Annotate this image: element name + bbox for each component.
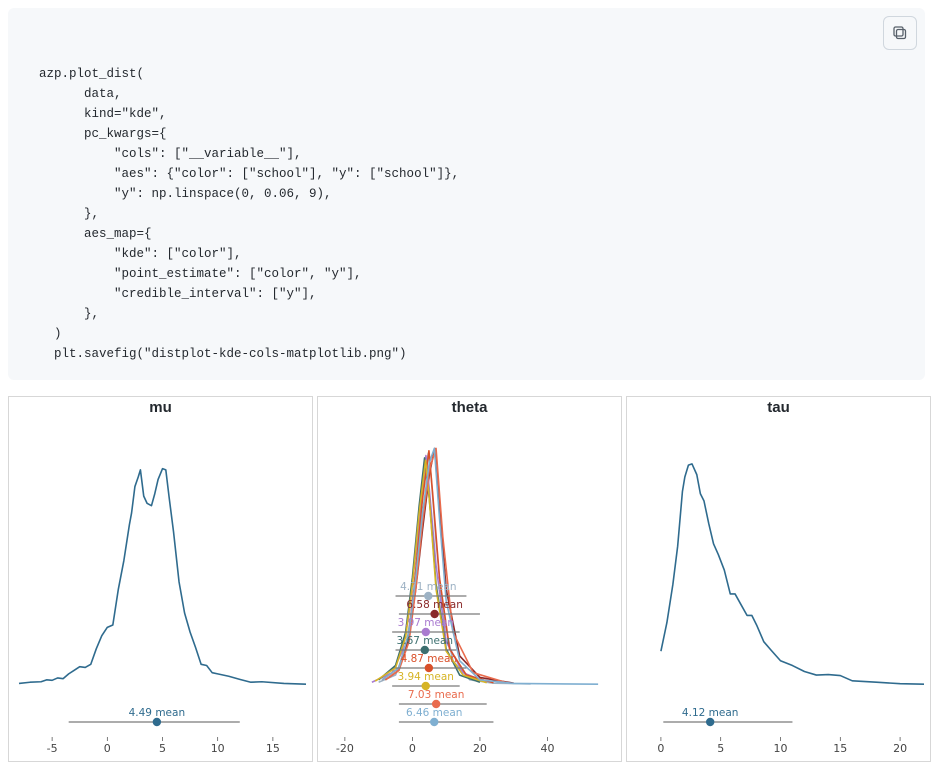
panel-title: tau [627,397,930,416]
point-estimate-label: 3.94 mean [397,671,454,683]
panel-mu: mu -5 0 5 10 15 4.49 mean [8,396,313,762]
kde-curve [19,469,306,684]
svg-text:0: 0 [104,742,111,755]
point-estimate-label: 3.97 mean [398,617,455,629]
kde-chart: -20 0 20 40 4.71 mean 6.58 mean 3.97 mean 3.67 … [318,416,621,761]
kde-curve [661,464,924,684]
panel-title: mu [9,397,312,416]
point-estimate-label: 4.87 mean [401,653,458,665]
code-text: azp.plot_dist( data, kind="kde", pc_kwar… [24,67,459,361]
panel-tau: tau 0 5 10 15 20 4.12 mean [626,396,931,762]
point-estimate-label: 3.67 mean [397,635,454,647]
copy-icon [892,25,908,41]
point-estimate-label: 6.46 mean [406,707,463,719]
point-estimate-label: 4.49 mean [129,707,186,719]
point-estimate-label: 6.58 mean [406,599,463,611]
svg-text:-20: -20 [336,742,354,755]
svg-text:40: 40 [540,742,554,755]
code-block: azp.plot_dist( data, kind="kde", pc_kwar… [8,8,925,380]
svg-text:20: 20 [473,742,487,755]
kde-curve [372,456,487,683]
svg-text:0: 0 [657,742,664,755]
point-estimate-label: 4.12 mean [682,707,739,719]
point-estimate-label: 7.03 mean [408,689,465,701]
panel-title: theta [318,397,621,416]
svg-text:0: 0 [409,742,416,755]
point-estimate [153,718,161,726]
svg-text:-5: -5 [47,742,58,755]
chart-row: mu -5 0 5 10 15 4.49 mean theta -20 0 20 40 4.71 mea… [8,396,925,762]
copy-button[interactable] [883,16,917,50]
svg-text:15: 15 [266,742,280,755]
panel-theta: theta -20 0 20 40 4.71 mean 6.58 mean 3.97 mean… [317,396,622,762]
point-estimate [706,718,714,726]
kde-curve [375,460,486,682]
svg-text:5: 5 [159,742,166,755]
svg-text:10: 10 [774,742,788,755]
point-estimate-label: 4.71 mean [400,581,457,593]
svg-text:15: 15 [833,742,847,755]
svg-text:10: 10 [211,742,225,755]
point-estimate [430,718,438,726]
svg-text:5: 5 [717,742,724,755]
kde-chart: -5 0 5 10 15 4.49 mean [9,416,312,761]
kde-chart: 0 5 10 15 20 4.12 mean [627,416,930,761]
svg-text:20: 20 [893,742,907,755]
